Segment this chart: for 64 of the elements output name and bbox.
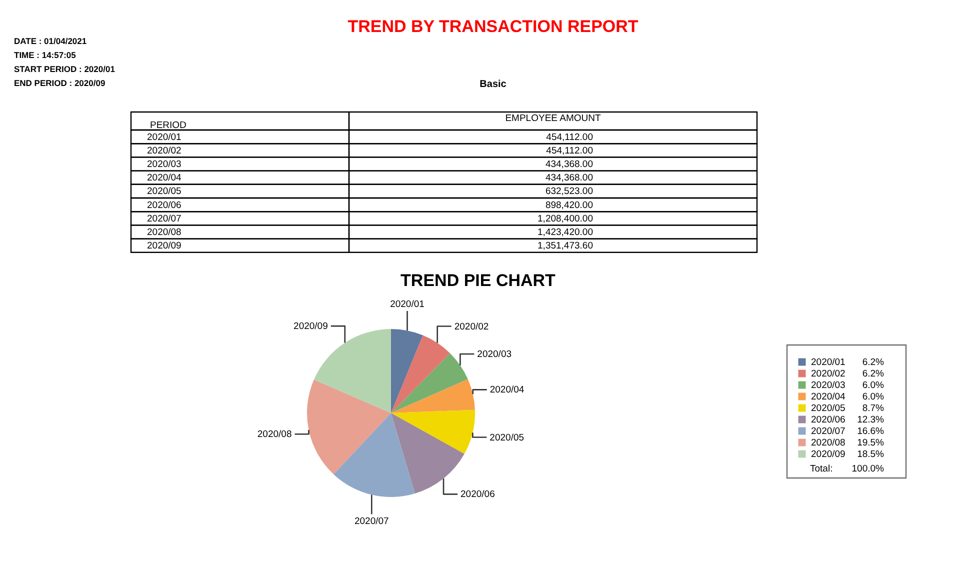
text: END PERIOD : 2020/09 <box>14 78 106 88</box>
pie-slice <box>391 379 475 413</box>
slice-label: 2020/04 <box>490 384 524 396</box>
category-label: 2020/08 <box>147 227 182 238</box>
data-label: 434,368.00 <box>545 159 593 170</box>
legend-label: 2020/02 <box>811 368 846 380</box>
data-label: 18.5% <box>857 449 885 460</box>
text: TIME : 14:57:05 <box>14 50 76 60</box>
slice-label: 2020/08 <box>257 429 292 440</box>
pie-slice <box>314 329 391 413</box>
pie-slice <box>391 410 475 454</box>
category-label: 2020/01 <box>147 132 182 143</box>
data-label: 19.5% <box>857 438 885 448</box>
data-label: 454,112.00 <box>546 132 593 143</box>
legend-label: 2020/06 <box>811 414 846 426</box>
slice-label: 2020/03 <box>477 349 512 360</box>
data-label: 6.0% <box>862 380 885 391</box>
data-label: 1,351,473.60 <box>538 240 593 252</box>
text: Basic <box>480 79 507 90</box>
data-label: 8.7% <box>862 403 885 414</box>
category-label: 2020/06 <box>147 200 182 211</box>
category-label: 2020/09 <box>147 240 182 252</box>
data-label: 12.3% <box>857 414 885 426</box>
data-label: 6.0% <box>862 392 885 402</box>
legend-label: 2020/05 <box>811 403 846 414</box>
data-label: 16.6% <box>857 426 885 437</box>
chart-title: TREND PIE CHART <box>400 271 556 290</box>
category-label: 2020/03 <box>147 159 182 170</box>
text: DATE : 01/04/2021 <box>14 36 87 46</box>
slice-label: 2020/09 <box>294 321 328 332</box>
slice-label: 2020/01 <box>390 298 424 310</box>
text: Total: <box>810 464 833 474</box>
text: TREND BY TRANSACTION REPORT <box>348 17 639 36</box>
category-label: 2020/04 <box>147 172 182 184</box>
data-label: 6.2% <box>862 357 885 368</box>
legend-label: 2020/08 <box>811 438 846 448</box>
legend-label: 2020/01 <box>811 357 846 368</box>
text: PERIOD <box>150 120 187 131</box>
data-label: 1,208,400.00 <box>538 213 593 224</box>
legend-label: 2020/04 <box>811 392 846 402</box>
slice-label: 2020/02 <box>454 321 489 332</box>
data-label: 1,423,420.00 <box>538 227 593 238</box>
slice-label: 2020/05 <box>490 432 524 444</box>
pie-slice <box>391 353 468 413</box>
pie-slice <box>391 329 423 413</box>
pie-slice <box>391 335 450 413</box>
data-label: 454,112.00 <box>546 145 593 156</box>
text: 100.0% <box>852 464 885 474</box>
category-label: 2020/07 <box>147 213 182 224</box>
slice-label: 2020/07 <box>354 516 389 528</box>
legend-label: 2020/09 <box>811 449 846 460</box>
legend-label: 2020/07 <box>811 426 846 437</box>
category-label: 2020/05 <box>147 186 182 198</box>
data-label: 6.2% <box>862 368 885 380</box>
data-label: 898,420.00 <box>545 200 593 211</box>
text: START PERIOD : 2020/01 <box>14 64 116 74</box>
slice-label: 2020/06 <box>460 489 495 500</box>
pie-slice <box>307 380 391 474</box>
pie-slice <box>334 413 415 497</box>
data-label: 632,523.00 <box>545 186 593 198</box>
data-label: 434,368.00 <box>545 172 593 184</box>
legend-label: 2020/03 <box>811 380 846 391</box>
category-label: 2020/02 <box>147 145 182 156</box>
text: EMPLOYEE AMOUNT <box>505 113 601 124</box>
